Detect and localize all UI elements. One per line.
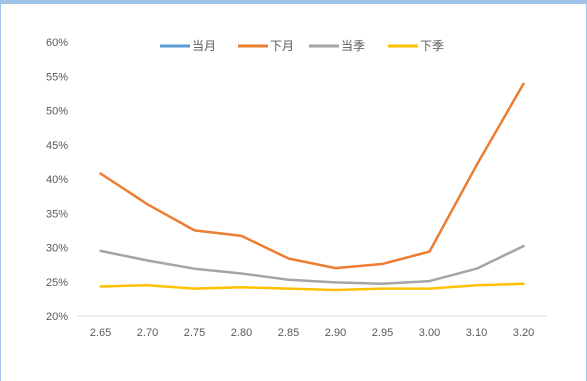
x-axis-ticks: 2.65 2.70 2.75 2.80 2.85 2.90 2.95 3.00 3.10 3.20: [90, 327, 534, 339]
x-tick-label: 2.75: [184, 327, 205, 339]
x-tick-label: 3.10: [466, 327, 487, 339]
legend-label: 当月: [192, 39, 216, 53]
legend-label: 下季: [420, 39, 444, 53]
y-tick-label: 25%: [46, 277, 68, 289]
y-tick-label: 20%: [46, 311, 68, 323]
series-line-1: [99, 82, 525, 270]
y-tick-label: 55%: [46, 71, 68, 83]
x-tick-label: 2.90: [325, 327, 346, 339]
legend-label: 当季: [341, 39, 365, 53]
y-tick-label: 30%: [46, 243, 68, 255]
legend-label: 下月: [270, 39, 294, 53]
legend: 当月 下月 当季 下季: [160, 39, 444, 53]
series-line-2: [99, 244, 525, 286]
x-tick-label: 2.80: [231, 327, 252, 339]
x-tick-label: 3.00: [419, 327, 440, 339]
x-tick-label: 2.70: [137, 327, 158, 339]
y-axis-ticks: 20% 25% 30% 35% 40% 45% 50% 55% 60%: [46, 37, 68, 323]
x-tick-label: 3.20: [513, 327, 534, 339]
y-tick-label: 60%: [46, 37, 68, 49]
y-tick-label: 45%: [46, 140, 68, 152]
y-tick-label: 40%: [46, 174, 68, 186]
y-tick-label: 35%: [46, 208, 68, 220]
series-lines: [99, 82, 525, 292]
series-line-3: [99, 282, 525, 292]
y-tick-label: 50%: [46, 106, 68, 118]
x-tick-label: 2.65: [90, 327, 111, 339]
x-tick-label: 2.85: [278, 327, 299, 339]
x-tick-label: 2.95: [372, 327, 393, 339]
